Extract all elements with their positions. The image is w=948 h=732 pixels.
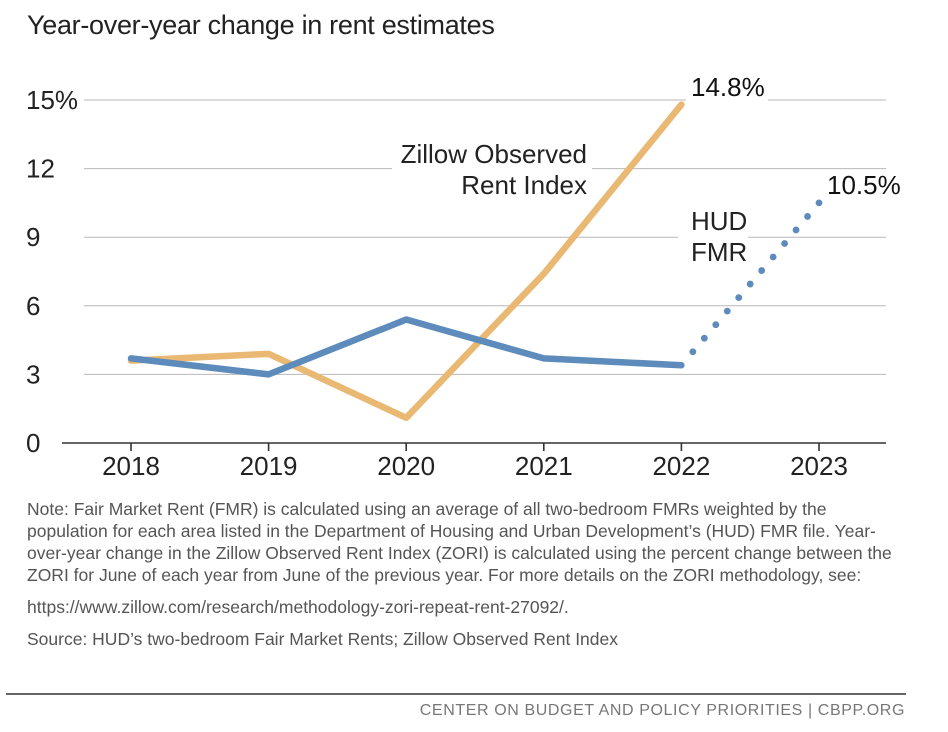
series-lines bbox=[127, 101, 823, 422]
methodology-note: Note: Fair Market Rent (FMR) is calculat… bbox=[27, 499, 892, 585]
series-label-hud-fmr-line-2: FMR bbox=[691, 237, 747, 267]
y-tick-label-6: 6 bbox=[26, 291, 40, 321]
y-axis: 0 3 6 9 12 15% bbox=[26, 85, 78, 458]
hud-projection-dot-5 bbox=[735, 294, 743, 302]
hud-projection-dot-6 bbox=[746, 280, 754, 288]
y-tick-label-3: 3 bbox=[26, 359, 40, 389]
hud-projection-dot-2 bbox=[700, 334, 708, 342]
zillow-label-bg bbox=[392, 136, 592, 202]
hud-projection-dot-12 bbox=[815, 199, 823, 207]
series-label-hud-fmr-line-1: HUD bbox=[691, 206, 747, 236]
hud-projection-dot-1 bbox=[689, 348, 697, 356]
zillow-end-label-bg bbox=[686, 72, 768, 104]
series-line-zillow bbox=[127, 101, 685, 422]
x-tick-label-2019: 2019 bbox=[240, 451, 298, 481]
chart-notes: Note: Fair Market Rent (FMR) is calculat… bbox=[27, 498, 907, 660]
x-tick-label-2021: 2021 bbox=[515, 451, 573, 481]
x-tick-label-2020: 2020 bbox=[377, 451, 435, 481]
hud-projection-dot-10 bbox=[792, 226, 800, 234]
x-tick-label-2022: 2022 bbox=[652, 451, 710, 481]
series-label-zillow-line-2: Rent Index bbox=[461, 170, 587, 200]
y-tick-label-12: 12 bbox=[26, 154, 55, 184]
series-label-zillow-line-1: Zillow Observed bbox=[401, 139, 587, 169]
line-chart: 0 3 6 9 12 15% 2018 2019 2020 2021 2022 2023 Zillo… bbox=[26, 72, 904, 481]
hud-projection-dot-9 bbox=[781, 240, 788, 247]
y-tick-label-9: 9 bbox=[26, 222, 40, 252]
hud-projection-dot-8 bbox=[769, 253, 777, 261]
chart-title: Year-over-year change in rent estimates bbox=[27, 10, 495, 40]
x-tick-label-2023: 2023 bbox=[790, 451, 848, 481]
hud-projection-dot-11 bbox=[804, 213, 811, 220]
hud-projection-dot-3 bbox=[712, 321, 720, 329]
footer-credit: CENTER ON BUDGET AND POLICY PRIORITIES |… bbox=[419, 702, 905, 719]
series-line-hud-fmr bbox=[127, 316, 685, 378]
end-label-hud-fmr: 10.5% bbox=[827, 170, 901, 200]
hud-end-label-bg bbox=[824, 170, 904, 202]
y-tick-label-15: 15% bbox=[26, 85, 78, 115]
hud-projection-dot-4 bbox=[723, 307, 731, 315]
end-label-zillow: 14.8% bbox=[691, 72, 765, 102]
source-note: Source: HUD’s two-bedroom Fair Market Re… bbox=[27, 629, 619, 649]
x-tick-label-2018: 2018 bbox=[102, 451, 160, 481]
y-tick-label-0: 0 bbox=[26, 428, 40, 458]
hud-projection-dot-7 bbox=[758, 267, 766, 274]
hud-label-bg bbox=[678, 204, 748, 270]
footer-divider bbox=[6, 693, 906, 695]
methodology-link: https://www.zillow.com/research/methodol… bbox=[27, 597, 569, 617]
x-axis: 2018 2019 2020 2021 2022 2023 bbox=[102, 443, 848, 481]
